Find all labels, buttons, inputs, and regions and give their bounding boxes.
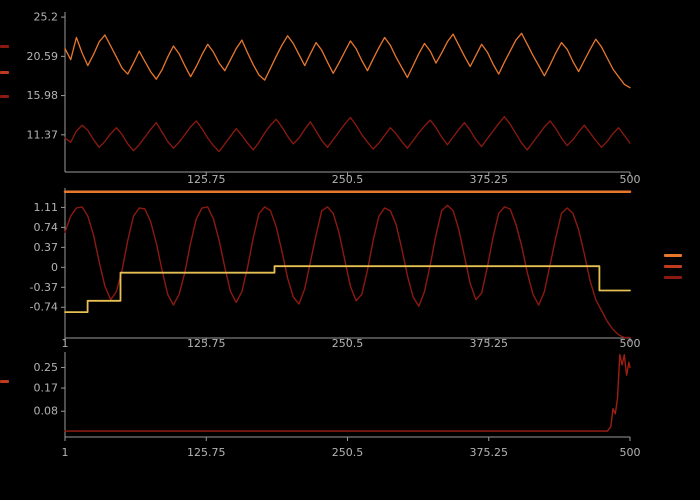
y-tick-label: 0.08: [34, 405, 59, 418]
y-tick-label: 0.25: [34, 361, 59, 374]
y-tick-label: 0.17: [34, 382, 59, 395]
chart-panel-top: 25.2 20.59 15.98 11.37 125.75 250.5 375.25 500: [0, 0, 700, 186]
series-line-step-yellow: [64, 265, 631, 313]
legend-dash-left-bottom: [0, 380, 9, 383]
x-tick-label: 125.75: [187, 446, 226, 459]
bottom-spike-chart: 0.25 0.17 0.08 1 125.75 250.5 375.25 500: [34, 352, 641, 459]
legend-dash-right-middle: [664, 265, 682, 268]
series-line-spike-darkred: [64, 353, 631, 432]
x-tick-label: 250.5: [332, 446, 364, 459]
legend-dash-right-middle: [664, 254, 682, 257]
legend-dash-right-middle: [664, 276, 682, 279]
chart-panel-middle: 1.11 0.74 0.37 0 -0.37 -0.74 1 125.75 250.5 375.2…: [0, 186, 700, 350]
x-tick-label: 250.5: [332, 337, 364, 350]
series-line-noisy-orange: [64, 32, 631, 89]
y-tick-label: 25.2: [34, 11, 59, 24]
legend-dash-left-top: [0, 95, 9, 98]
x-tick-label: 250.5: [332, 173, 364, 186]
legend-dash-left-top: [0, 71, 9, 74]
y-tick-label: 0.74: [34, 221, 59, 234]
chart-panel-bottom: 0.25 0.17 0.08 1 125.75 250.5 375.25 500: [0, 350, 700, 500]
y-tick-label: 0: [51, 261, 58, 274]
x-tick-label: 125.75: [187, 337, 226, 350]
y-tick-label: 11.37: [27, 128, 59, 141]
y-tick-label: 20.59: [27, 50, 59, 63]
series-line-oscillation-darkred: [64, 204, 631, 339]
y-tick-label: 1.11: [34, 201, 59, 214]
x-tick-label: 500: [620, 173, 641, 186]
series-line-noisy-darkred: [64, 116, 631, 153]
x-tick-label: 125.75: [187, 173, 226, 186]
x-tick-label: 1: [62, 337, 69, 350]
top-timeseries-chart: 25.2 20.59 15.98 11.37 125.75 250.5 375.25 500: [27, 11, 641, 186]
legend-dash-left-top: [0, 45, 9, 48]
y-tick-label: 0.37: [34, 241, 59, 254]
x-tick-label: 500: [620, 446, 641, 459]
y-tick-label: -0.74: [30, 301, 58, 314]
x-tick-label: 375.25: [470, 173, 509, 186]
x-tick-label: 500: [620, 337, 641, 350]
x-tick-label: 1: [62, 446, 69, 459]
y-tick-label: 15.98: [27, 89, 59, 102]
x-tick-label: 375.25: [470, 446, 509, 459]
y-tick-label: -0.37: [30, 281, 58, 294]
middle-oscillation-chart: 1.11 0.74 0.37 0 -0.37 -0.74 1 125.75 250.5 375.2…: [30, 188, 641, 350]
x-tick-label: 375.25: [470, 337, 509, 350]
